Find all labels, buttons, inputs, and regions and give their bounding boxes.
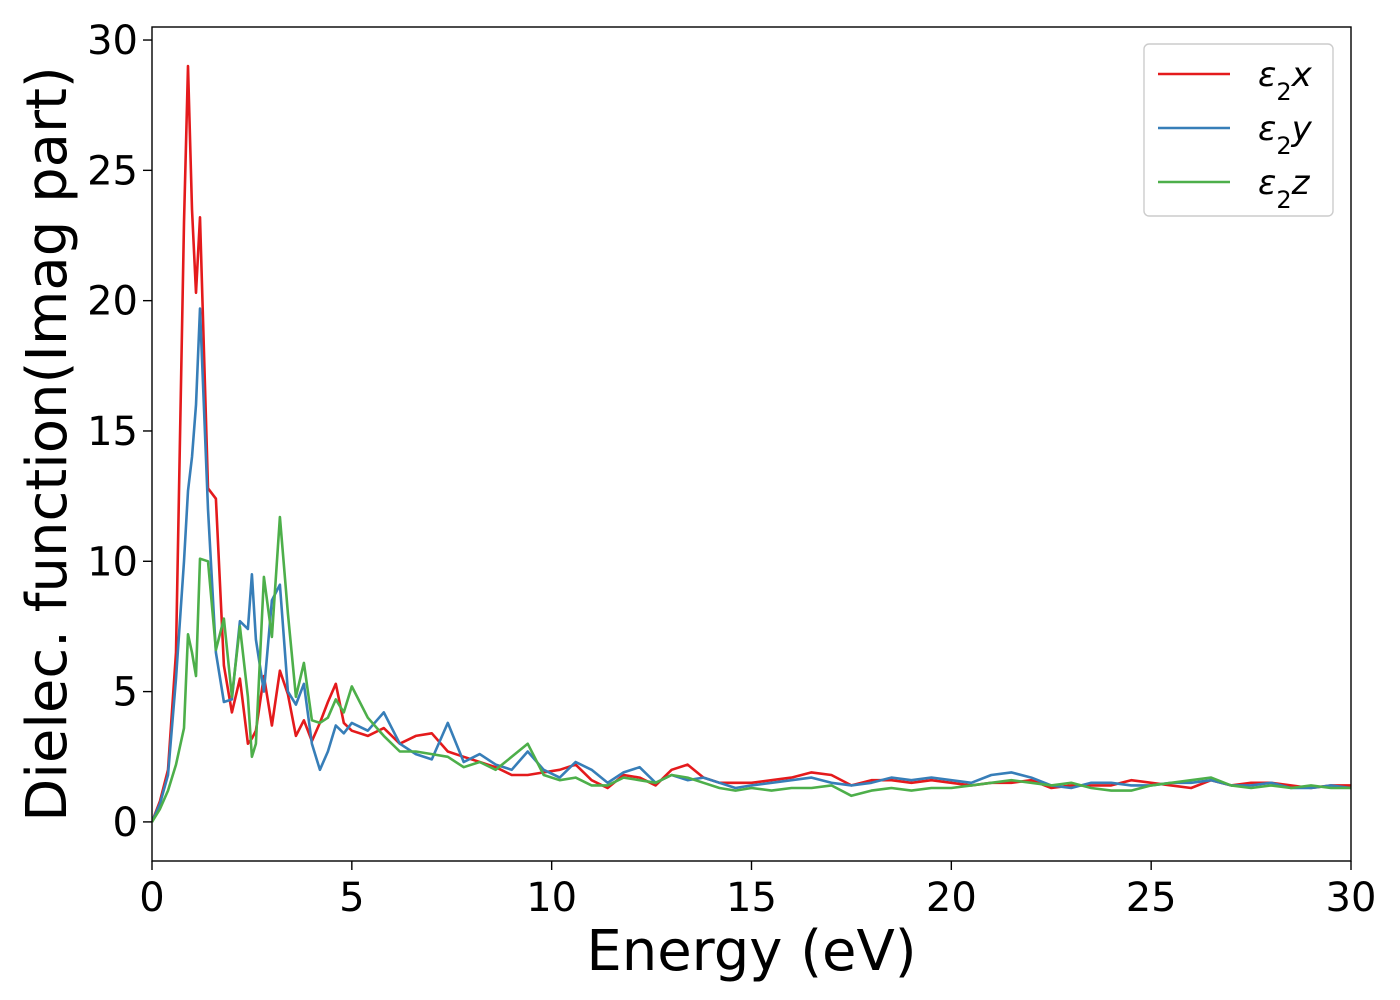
y-tick-label: 20: [87, 279, 138, 325]
x-tick-label: 10: [526, 875, 577, 921]
x-axis-ticks: 0 5 10 15 20 25 30: [139, 861, 1376, 921]
x-tick-label: 20: [926, 875, 977, 921]
legend-box: [1143, 43, 1334, 217]
legend-label: ε2x: [1258, 55, 1313, 106]
y-tick-label: 15: [87, 409, 138, 455]
x-axis-title: Energy (eV): [586, 919, 916, 984]
x-tick-label: 0: [139, 875, 164, 921]
series-layer: [152, 64, 1351, 823]
series-line-ε₂x: [152, 64, 1351, 823]
legend-label: ε2y: [1258, 109, 1313, 160]
series-line-ε₂y: [152, 307, 1351, 823]
y-tick-label: 0: [113, 800, 138, 846]
legend-label: ε2z: [1258, 163, 1311, 214]
x-tick-label: 30: [1326, 875, 1377, 921]
y-tick-label: 10: [87, 539, 138, 585]
x-tick-label: 15: [726, 875, 777, 921]
x-tick-label: 25: [1126, 875, 1177, 921]
y-axis-title: Dielec. function(Imag part): [15, 66, 80, 822]
y-tick-label: 25: [87, 148, 138, 194]
series-line-ε₂z: [152, 515, 1351, 823]
y-tick-label: 5: [113, 670, 138, 716]
y-axis-ticks: 0 5 10 15 20 25 30: [87, 18, 152, 846]
y-tick-label: 30: [87, 18, 138, 64]
x-tick-label: 5: [339, 875, 364, 921]
